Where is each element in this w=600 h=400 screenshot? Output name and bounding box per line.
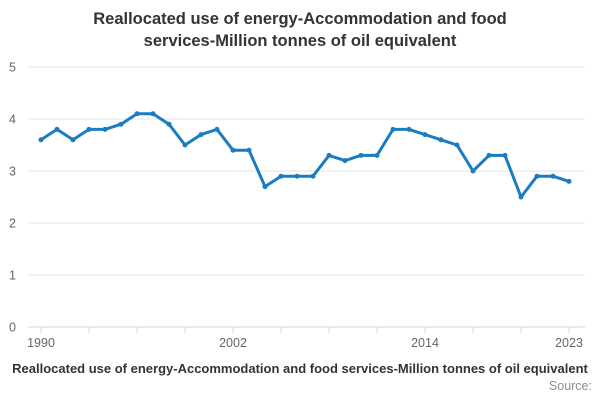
source-label: Source: <box>548 379 592 393</box>
data-point[interactable] <box>486 152 492 158</box>
data-point[interactable] <box>198 132 204 138</box>
data-point[interactable] <box>150 111 156 117</box>
data-point[interactable] <box>454 142 460 148</box>
footer-series-label: Reallocated use of energy-Accommodation … <box>12 361 588 376</box>
data-point[interactable] <box>118 121 124 127</box>
y-axis-tick-label: 3 <box>9 165 16 179</box>
chart-title: Reallocated use of energy-Accommodation … <box>93 10 507 50</box>
data-point[interactable] <box>214 126 220 132</box>
data-point[interactable] <box>70 137 76 143</box>
data-point[interactable] <box>406 126 412 132</box>
data-point[interactable] <box>102 126 108 132</box>
x-axis-tick-label: 1990 <box>27 336 55 350</box>
y-axis-tick-label: 0 <box>9 321 16 335</box>
data-point[interactable] <box>534 173 540 179</box>
y-axis-tick-label: 2 <box>9 217 16 231</box>
data-point[interactable] <box>470 168 476 174</box>
data-point[interactable] <box>326 152 332 158</box>
y-axis-tick-label: 1 <box>9 269 16 283</box>
y-axis-tick-label: 5 <box>9 61 16 75</box>
data-point[interactable] <box>390 126 396 132</box>
data-point[interactable] <box>246 147 252 153</box>
data-point[interactable] <box>358 152 364 158</box>
data-point[interactable] <box>566 178 572 184</box>
data-point[interactable] <box>86 126 92 132</box>
data-point[interactable] <box>294 173 300 179</box>
data-point[interactable] <box>278 173 284 179</box>
data-point[interactable] <box>438 137 444 143</box>
data-point[interactable] <box>502 152 508 158</box>
data-point[interactable] <box>230 147 236 153</box>
data-point[interactable] <box>374 152 380 158</box>
data-point[interactable] <box>518 194 524 200</box>
data-point[interactable] <box>550 173 556 179</box>
data-point[interactable] <box>422 132 428 138</box>
data-point[interactable] <box>38 137 44 143</box>
y-axis-tick-label: 4 <box>9 113 16 127</box>
data-point[interactable] <box>54 126 60 132</box>
data-point[interactable] <box>182 142 188 148</box>
data-point[interactable] <box>166 121 172 127</box>
x-axis-tick-label: 2014 <box>411 336 439 350</box>
data-point[interactable] <box>262 184 268 190</box>
x-axis-tick-label: 2002 <box>219 336 247 350</box>
series-line[interactable] <box>39 112 571 199</box>
data-point[interactable] <box>342 158 348 164</box>
x-axis-tick-label: 2023 <box>555 336 583 350</box>
data-point[interactable] <box>310 173 316 179</box>
data-point[interactable] <box>134 111 140 117</box>
